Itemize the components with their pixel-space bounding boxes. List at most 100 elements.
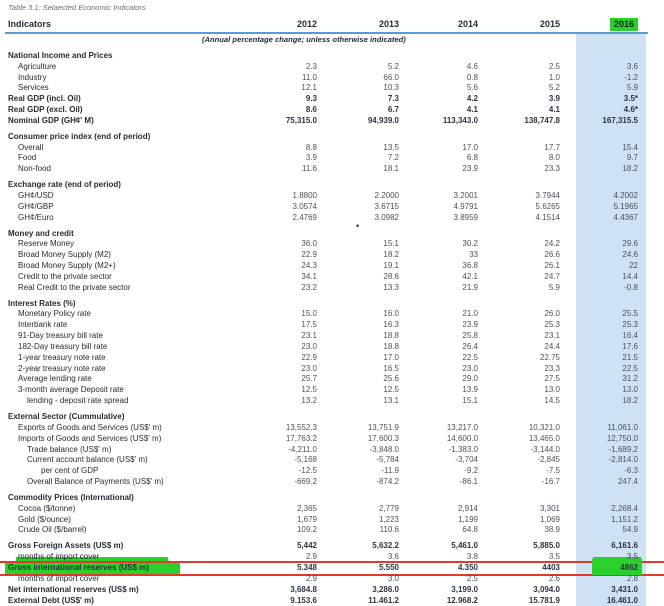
table-row: Services 12.1 10.3 5.6 5.2 5.9 — [0, 83, 664, 94]
cell-value-2016: 3,431.0 — [611, 584, 638, 594]
table-section: Commodity Prices (International) Cocoa ($… — [0, 493, 664, 536]
cell-value-2016: 15.4 — [622, 142, 638, 152]
cell-value-2016: 2,268.4 — [611, 503, 638, 513]
cell-value-2015: 10,321.0 — [528, 422, 560, 432]
cell-value-2015: 25.3 — [544, 320, 560, 330]
cell-value-2015: 14.5 — [544, 396, 560, 406]
cell-value-2016: 3.5* — [623, 94, 638, 104]
table-title: Table 3.1: Selaected Economic Indicators — [8, 3, 146, 12]
cell-value-2013: 18.2 — [383, 250, 399, 260]
table-row: lending - deposit rate spread 13.2 13.1 15.… — [0, 396, 664, 407]
cell-value-2013: -874.2 — [376, 477, 399, 487]
table-row: Broad Money Supply (M2) 22.9 18.2 33 26.6 24.… — [0, 250, 664, 261]
table-row: Credit to the private sector 34.1 28.6 42.1… — [0, 272, 664, 283]
cell-value-2012: 2.9 — [305, 573, 317, 583]
cell-value-2012: 5,442 — [296, 541, 317, 551]
cell-value-2014: 4.9791 — [453, 201, 478, 211]
cell-value-2016: 22 — [629, 261, 638, 271]
cell-value-2012: 5.348 — [296, 562, 317, 572]
table-section: Exchange rate (end of period) GH¢/USD 1.88… — [0, 180, 664, 223]
cell-value-2014: 23.9 — [462, 320, 478, 330]
cell-value-2013: 3.0 — [387, 573, 399, 583]
cell-value-2014: 113,343.0 — [442, 115, 478, 125]
cell-value-2012: 17,763.2 — [285, 433, 317, 443]
cell-value-2016: 6,161.6 — [611, 541, 638, 551]
cell-value-2013: 3.0982 — [374, 212, 399, 222]
cell-value-2014: 13.9 — [462, 385, 478, 395]
row-label: Broad Money Supply (M2+) — [18, 261, 116, 271]
row-label: Real GDP (incl. Oil) — [8, 94, 81, 104]
row-label: months of import cover — [0, 552, 237, 565]
table-row: Broad Money Supply (M2+) 24.3 19.1 36.8 26.1… — [0, 261, 664, 272]
year-column-header-highlighted: 2016 — [609, 18, 638, 31]
cell-value-2012: 11.0 — [302, 72, 317, 82]
cell-value-2012: 1.8800 — [292, 190, 317, 200]
row-label: Reserve Money — [18, 239, 75, 249]
cell-value-2014: 4.1 — [466, 105, 478, 115]
table-row: Non-food 11.6 18.1 23.9 23.3 18.2 — [0, 164, 664, 175]
cell-value-2015: -7.5 — [546, 466, 560, 476]
cell-value-2014: 12.968.2 — [446, 595, 478, 605]
cell-value-2012: 2.4769 — [292, 212, 317, 222]
cell-value-2016: 25.3 — [622, 320, 638, 330]
section-heading: Money and credit — [8, 228, 74, 238]
cell-value-2014: 29.0 — [462, 374, 478, 384]
row-label: Credit to the private sector — [18, 271, 112, 281]
table-section: Interest Rates (%) Monetary Policy rate 15… — [0, 299, 664, 407]
cell-value-2016: 18.2 — [622, 164, 638, 174]
row-label: 91-Day treasury bill rate — [18, 331, 103, 341]
cell-value-2012: 3.0574 — [292, 201, 317, 211]
cell-value-2015: 5,885.0 — [533, 541, 560, 551]
cell-value-2015: 5.2 — [548, 83, 560, 93]
row-label: Exports of Goods and Services (US$' m) — [18, 422, 162, 432]
cell-value-2016: 29.6 — [622, 239, 638, 249]
cell-value-2014: 64.8 — [462, 525, 478, 535]
cell-value-2012: 17.5 — [301, 320, 317, 330]
cell-value-2012: 2,365 — [296, 503, 317, 513]
cell-value-2016: 11,061.0 — [607, 422, 638, 432]
cell-value-2015: 13,465.0 — [528, 433, 560, 443]
cell-value-2016: 16.4 — [622, 331, 638, 341]
cell-value-2013: 110.6 — [379, 525, 399, 535]
cell-value-2014: 30.2 — [462, 239, 478, 249]
cell-value-2012: 2.9 — [305, 552, 317, 562]
cell-value-2015: 4.1 — [548, 105, 560, 115]
cell-value-2015: 15.781.9 — [528, 595, 560, 605]
table-row: Overall 8.8 13.5 17.0 17.7 15.4 — [0, 143, 664, 154]
row-label: Nominal GDP (GH¢' M) — [8, 115, 94, 125]
cell-value-2014: 5,461.0 — [451, 541, 478, 551]
cell-value-2012: 109.2 — [296, 525, 317, 535]
row-label: Current account balance (US$' m) — [27, 455, 148, 465]
stray-bullet-mark: • — [356, 221, 360, 231]
cell-value-2014: 4.6 — [466, 61, 478, 71]
row-label: Average lending rate — [18, 374, 92, 384]
cell-value-2013: 16.0 — [383, 309, 399, 319]
row-label: Gross Foreign Assets (US$ m) — [8, 541, 124, 551]
indicators-column-header: Indicators — [8, 19, 52, 29]
table-row: Average lending rate 25.7 25.6 29.0 27.5 31.2 — [0, 374, 664, 385]
cell-value-2013: 94,939.0 — [367, 115, 399, 125]
cell-value-2013: 12.5 — [383, 385, 399, 395]
cell-value-2015: -2,845 — [537, 455, 560, 465]
cell-value-2013: 10.3 — [383, 83, 399, 93]
cell-value-2016: 247.4 — [617, 477, 638, 487]
cell-value-2013: -5,784 — [376, 455, 399, 465]
cell-value-2012: 25.7 — [301, 374, 317, 384]
cell-value-2013: 13.3 — [383, 282, 399, 292]
cell-value-2014: 5.6 — [466, 83, 478, 93]
year-2016-column-band — [576, 34, 646, 606]
cell-value-2013: 3,286.0 — [372, 584, 399, 594]
section-heading: External Sector (Cummulative) — [8, 412, 125, 421]
cell-value-2016: 14.4 — [622, 271, 638, 281]
table-section: Gross Foreign Assets (US$ m) 5,442 5,632.2… — [0, 541, 664, 606]
cell-value-2012: 2.3 — [305, 61, 317, 71]
cell-value-2014: 21.9 — [462, 282, 478, 292]
cell-value-2015: 2.5 — [548, 61, 560, 71]
table-row: Gold ($/ounce) 1,679 1,223 1,199 1,069 1,151.… — [0, 515, 664, 526]
table-row: Crude Oil ($/barrel) 109.2 110.6 64.8 38.9 54… — [0, 525, 664, 536]
cell-value-2016: -1,689.2 — [608, 444, 638, 454]
cell-value-2012: 23.2 — [301, 282, 317, 292]
cell-value-2014: 3,199.0 — [451, 584, 478, 594]
table-row: 182-Day treasury bill rate 23.0 18.8 26.4 24… — [0, 342, 664, 353]
cell-value-2012: 22.9 — [301, 352, 317, 362]
